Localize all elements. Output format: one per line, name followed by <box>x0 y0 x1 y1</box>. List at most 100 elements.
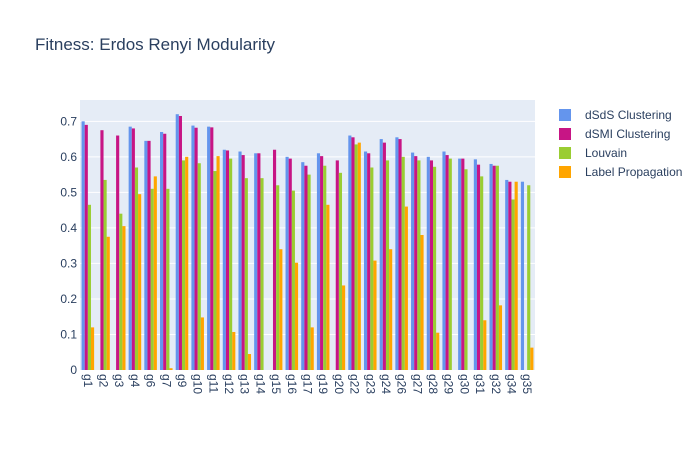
bar <box>216 156 220 370</box>
bar <box>398 139 402 370</box>
legend-swatch[interactable] <box>559 109 571 121</box>
x-tick-label: g6 <box>144 374 158 388</box>
bar <box>232 331 236 370</box>
bar <box>169 368 173 370</box>
bar <box>222 149 226 370</box>
x-tick-label: g27 <box>410 374 424 394</box>
bar <box>150 188 154 370</box>
bar <box>382 142 386 370</box>
bar <box>335 160 339 370</box>
bar <box>257 153 261 370</box>
bar <box>260 178 264 370</box>
bar <box>213 171 217 370</box>
bar <box>84 124 88 370</box>
bar <box>134 167 139 370</box>
bar <box>210 127 214 371</box>
bar <box>429 160 434 370</box>
bar <box>81 121 85 370</box>
bar <box>527 185 531 370</box>
bar <box>511 199 515 370</box>
bar <box>505 179 509 370</box>
bar <box>395 137 399 370</box>
legend-label[interactable]: dSdS Clustering <box>585 108 672 122</box>
bar <box>144 140 148 370</box>
bar <box>342 285 346 370</box>
bar <box>116 135 120 370</box>
bar <box>489 163 493 370</box>
y-tick-label: 0.2 <box>60 292 77 306</box>
bar <box>200 317 204 370</box>
x-tick-label: g4 <box>128 374 142 388</box>
x-tick-label: g15 <box>269 374 283 394</box>
bar <box>254 153 258 370</box>
bar <box>370 167 374 370</box>
x-tick-label: g1 <box>81 374 95 388</box>
bar <box>181 160 186 370</box>
legend-label[interactable]: dSMI Clustering <box>585 127 670 141</box>
bar <box>433 166 437 370</box>
x-tick-label: g3 <box>112 374 126 388</box>
x-tick-label: g10 <box>191 374 205 394</box>
bar <box>310 327 314 370</box>
bar <box>119 213 123 370</box>
bar <box>147 140 151 370</box>
bar <box>514 181 518 370</box>
bar <box>338 172 343 370</box>
bars <box>81 114 534 371</box>
x-tick-label: g22 <box>348 374 362 394</box>
legend-swatch[interactable] <box>559 166 571 178</box>
bar <box>448 158 452 370</box>
legend-label[interactable]: Label Propagation <box>585 165 682 179</box>
bar <box>508 181 512 370</box>
bar <box>354 144 358 370</box>
bar <box>401 156 405 370</box>
bar <box>436 332 440 370</box>
legend-swatch[interactable] <box>559 147 571 159</box>
x-tick-label: g14 <box>253 374 267 394</box>
bar <box>279 249 283 370</box>
bar <box>90 327 95 370</box>
bar <box>153 176 157 370</box>
x-tick-label: g31 <box>473 374 487 394</box>
bar <box>426 156 430 370</box>
bar <box>247 354 252 370</box>
bar <box>307 174 311 370</box>
bar <box>301 162 305 370</box>
bar <box>480 176 484 370</box>
bar <box>458 158 462 370</box>
bar <box>323 165 327 370</box>
legend-label[interactable]: Louvain <box>585 146 627 160</box>
bar <box>373 260 377 370</box>
bar <box>389 249 393 370</box>
x-axis-ticks: g1 g2 g3 g4 g6 g7 g9 g10 g11 g12 g13 g14 g15 g16 g17 g1… <box>81 374 534 394</box>
bar <box>404 206 408 370</box>
legend-swatch[interactable] <box>559 128 571 140</box>
bar <box>495 165 499 370</box>
y-tick-label: 0 <box>70 363 77 377</box>
x-tick-label: g12 <box>222 374 236 394</box>
bar <box>414 156 418 370</box>
x-tick-label: g34 <box>504 374 518 394</box>
x-tick-label: g19 <box>316 374 330 394</box>
bar <box>445 155 449 370</box>
bar <box>191 125 195 370</box>
bar <box>225 150 230 370</box>
bar <box>131 128 135 370</box>
bar <box>473 159 477 370</box>
bar <box>100 130 104 370</box>
y-tick-label: 0.3 <box>60 256 77 270</box>
bar <box>483 320 487 370</box>
bar <box>326 204 330 370</box>
bar <box>420 235 424 370</box>
bar <box>351 137 355 370</box>
x-tick-label: g26 <box>395 374 409 394</box>
bar <box>106 236 110 370</box>
x-tick-label: g35 <box>520 374 534 394</box>
bar <box>442 151 446 370</box>
x-tick-label: g30 <box>457 374 471 394</box>
bar <box>238 151 242 370</box>
bar <box>138 194 142 370</box>
x-tick-label: g24 <box>379 374 393 394</box>
